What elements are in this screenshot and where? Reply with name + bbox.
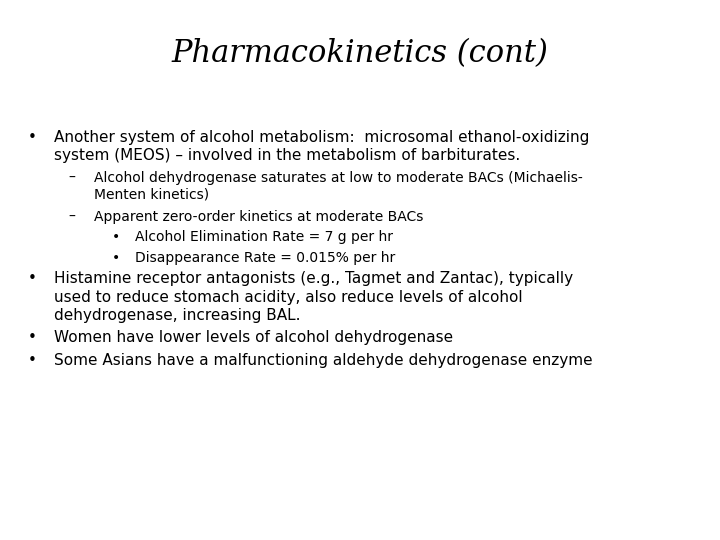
Text: –: – [68, 210, 76, 224]
Text: Pharmacokinetics (cont): Pharmacokinetics (cont) [171, 38, 549, 69]
Text: •: • [112, 251, 120, 265]
Text: Alcohol Elimination Rate = 7 g per hr: Alcohol Elimination Rate = 7 g per hr [135, 230, 393, 244]
Text: Women have lower levels of alcohol dehydrogenase: Women have lower levels of alcohol dehyd… [54, 330, 453, 346]
Text: Apparent zero-order kinetics at moderate BACs: Apparent zero-order kinetics at moderate… [94, 210, 423, 224]
Text: •: • [27, 353, 36, 368]
Text: •: • [27, 271, 36, 286]
Text: •: • [27, 330, 36, 346]
Text: Histamine receptor antagonists (e.g., Tagmet and Zantac), typically
used to redu: Histamine receptor antagonists (e.g., Ta… [54, 271, 573, 323]
Text: Alcohol dehydrogenase saturates at low to moderate BACs (Michaelis-
Menten kinet: Alcohol dehydrogenase saturates at low t… [94, 171, 582, 202]
Text: Disappearance Rate = 0.015% per hr: Disappearance Rate = 0.015% per hr [135, 251, 395, 265]
Text: •: • [112, 230, 120, 244]
Text: –: – [68, 171, 76, 185]
Text: Another system of alcohol metabolism:  microsomal ethanol-oxidizing
system (MEOS: Another system of alcohol metabolism: mi… [54, 130, 590, 163]
Text: •: • [27, 130, 36, 145]
Text: Some Asians have a malfunctioning aldehyde dehydrogenase enzyme: Some Asians have a malfunctioning aldehy… [54, 353, 593, 368]
